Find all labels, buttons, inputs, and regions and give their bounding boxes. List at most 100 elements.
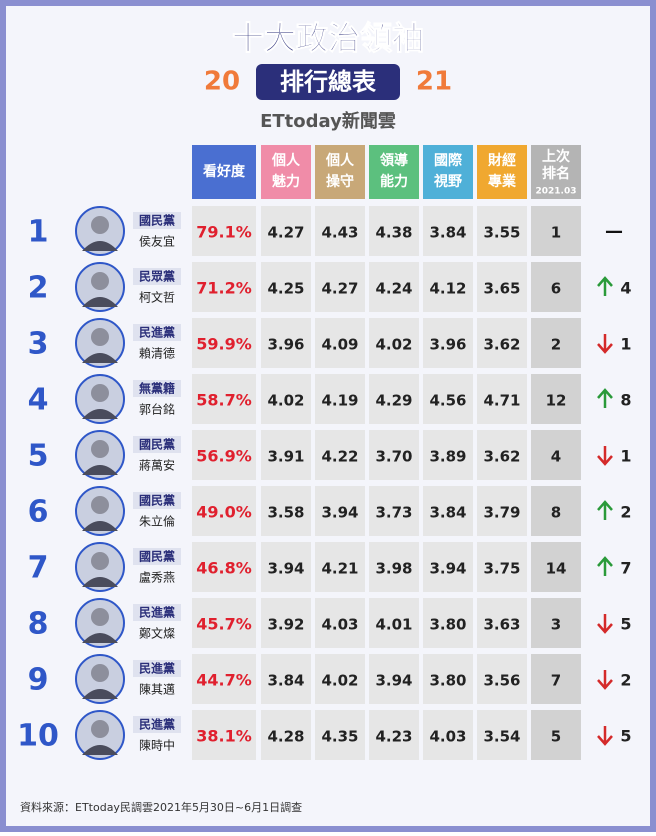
- rank: 4: [28, 383, 49, 418]
- cell-bg: [192, 710, 256, 760]
- cell-bg: [261, 318, 311, 368]
- name: 柯文哲: [139, 290, 175, 305]
- rank: 3: [28, 327, 49, 362]
- cell: 4.03: [321, 616, 358, 634]
- column-header-box: [423, 145, 473, 199]
- name: 盧秀燕: [139, 571, 175, 585]
- cell: 3.79: [483, 504, 520, 522]
- avatar-head: [91, 608, 109, 626]
- cell-bg: [261, 542, 311, 592]
- change: 1: [620, 335, 631, 354]
- cell-bg: [369, 318, 419, 368]
- cell-bg: [531, 710, 581, 760]
- cell-bg: [369, 374, 419, 424]
- cell: 46.8%: [196, 559, 252, 578]
- cell-bg: [192, 598, 256, 648]
- prev-rank: 3: [551, 616, 561, 634]
- cell: 4.19: [321, 392, 358, 410]
- column-header-box: [477, 145, 527, 199]
- party-box: [133, 268, 181, 285]
- rank: 6: [28, 495, 49, 530]
- cell-bg: [192, 262, 256, 312]
- name: 賴清德: [139, 346, 175, 361]
- cell-bg: [192, 206, 256, 256]
- cell: 71.2%: [196, 279, 252, 298]
- cell: 4.22: [321, 448, 358, 466]
- cell: 4.71: [483, 392, 520, 410]
- cell-bg: [315, 206, 365, 256]
- change: 4: [620, 279, 631, 298]
- prev-rank: 1: [551, 224, 561, 242]
- cell: 4.12: [429, 280, 466, 298]
- cell-bg: [477, 262, 527, 312]
- cell: 4.02: [267, 392, 304, 410]
- cell: 3.84: [429, 504, 466, 522]
- cell-bg: [531, 486, 581, 536]
- cell-bg: [192, 430, 256, 480]
- trend-arrow: [597, 614, 613, 634]
- cell-bg: [477, 486, 527, 536]
- avatar-head: [91, 328, 109, 346]
- avatar-head: [91, 496, 109, 514]
- party-box: [133, 660, 181, 677]
- party: 民進黨: [139, 325, 175, 340]
- avatar-body: [82, 745, 118, 755]
- change: 8: [620, 391, 631, 410]
- cell: 3.94: [375, 672, 412, 690]
- cell-bg: [531, 654, 581, 704]
- party-box: [133, 548, 181, 565]
- cell-bg: [261, 206, 311, 256]
- prev-rank: 2: [551, 336, 561, 354]
- cell-bg: [477, 654, 527, 704]
- cell: 3.96: [267, 336, 304, 354]
- cell-bg: [423, 206, 473, 256]
- party-box: [133, 380, 181, 397]
- cell-bg: [192, 654, 256, 704]
- cell-bg: [315, 710, 365, 760]
- brand: ETtoday新聞雲: [260, 110, 396, 132]
- cell-bg: [315, 318, 365, 368]
- cell-bg: [261, 430, 311, 480]
- change: 2: [620, 671, 631, 690]
- avatar-body: [82, 465, 118, 475]
- party: 民進黨: [139, 717, 175, 732]
- cell-bg: [261, 262, 311, 312]
- cell: 4.27: [321, 280, 358, 298]
- title: 十大政治領袖: [232, 19, 424, 57]
- cell: 3.62: [483, 448, 520, 466]
- source: 資料來源：ETtoday民調雲2021年5月30日~6月1日調查: [20, 800, 302, 814]
- prev-rank: 4: [551, 448, 561, 466]
- avatar-head: [91, 552, 109, 570]
- prev-rank: 6: [551, 280, 561, 298]
- cell-bg: [315, 542, 365, 592]
- cell: 49.0%: [196, 503, 252, 522]
- cell-bg: [369, 710, 419, 760]
- cell: 38.1%: [196, 727, 252, 746]
- cell: 4.09: [321, 336, 358, 354]
- cell: 3.58: [267, 504, 304, 522]
- cell-bg: [531, 374, 581, 424]
- cell: 3.89: [429, 448, 466, 466]
- cell: 4.28: [267, 728, 304, 746]
- column-header-box: [531, 145, 581, 199]
- party: 國民黨: [139, 549, 175, 564]
- name: 陳其邁: [139, 683, 175, 697]
- subtitle-box: [256, 64, 400, 100]
- trend-arrow: [597, 726, 613, 746]
- avatar-body: [82, 241, 118, 251]
- cell: 3.62: [483, 336, 520, 354]
- change: —: [605, 221, 623, 242]
- cell-bg: [477, 430, 527, 480]
- cell: 44.7%: [196, 671, 252, 690]
- cell: 3.73: [375, 504, 412, 522]
- avatar-body: [82, 577, 118, 587]
- trend-arrow: [597, 556, 613, 576]
- party-box: [133, 604, 181, 621]
- cell-bg: [369, 486, 419, 536]
- avatar-body: [82, 297, 118, 307]
- cell-bg: [261, 654, 311, 704]
- column-header: 財經: [487, 152, 516, 169]
- name: 蔣萬安: [139, 458, 175, 473]
- cell-bg: [369, 206, 419, 256]
